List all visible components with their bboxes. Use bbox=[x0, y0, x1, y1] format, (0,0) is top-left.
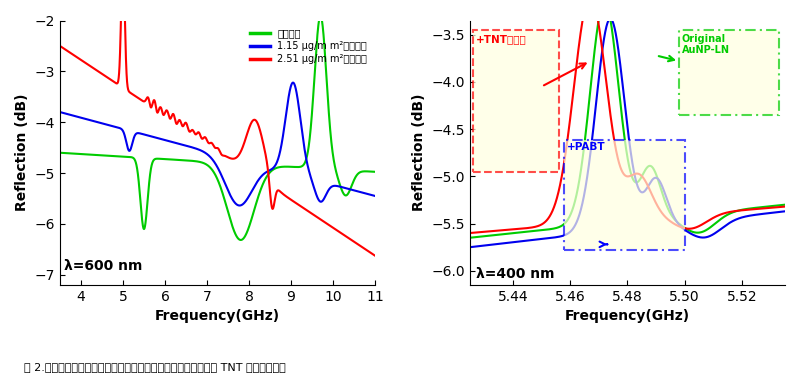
Text: +TNT爆炸物: +TNT爆炸物 bbox=[475, 34, 526, 44]
Y-axis label: Reflection (dB): Reflection (dB) bbox=[15, 94, 29, 211]
Text: Original
AuNP-LN: Original AuNP-LN bbox=[682, 34, 730, 55]
Text: 图 2.基于超高频声表面波器件电极质量负载效应的微质量探测和 TNT 超灵敏性检测: 图 2.基于超高频声表面波器件电极质量负载效应的微质量探测和 TNT 超灵敏性检… bbox=[24, 362, 286, 372]
Bar bbox=[473, 30, 558, 171]
Text: +PABT: +PABT bbox=[567, 143, 606, 152]
Bar bbox=[564, 141, 685, 250]
Legend: 初始状态, 1.15 μg/m m²质量负载, 2.51 μg/m m²质量负载: 初始状态, 1.15 μg/m m²质量负载, 2.51 μg/m m²质量负载 bbox=[247, 25, 370, 67]
X-axis label: Frequency(GHz): Frequency(GHz) bbox=[155, 309, 280, 323]
Text: λ=600 nm: λ=600 nm bbox=[64, 259, 142, 273]
Text: λ=400 nm: λ=400 nm bbox=[475, 267, 554, 281]
X-axis label: Frequency(GHz): Frequency(GHz) bbox=[565, 309, 690, 323]
Y-axis label: Reflection (dB): Reflection (dB) bbox=[412, 94, 426, 211]
Bar bbox=[679, 30, 779, 115]
